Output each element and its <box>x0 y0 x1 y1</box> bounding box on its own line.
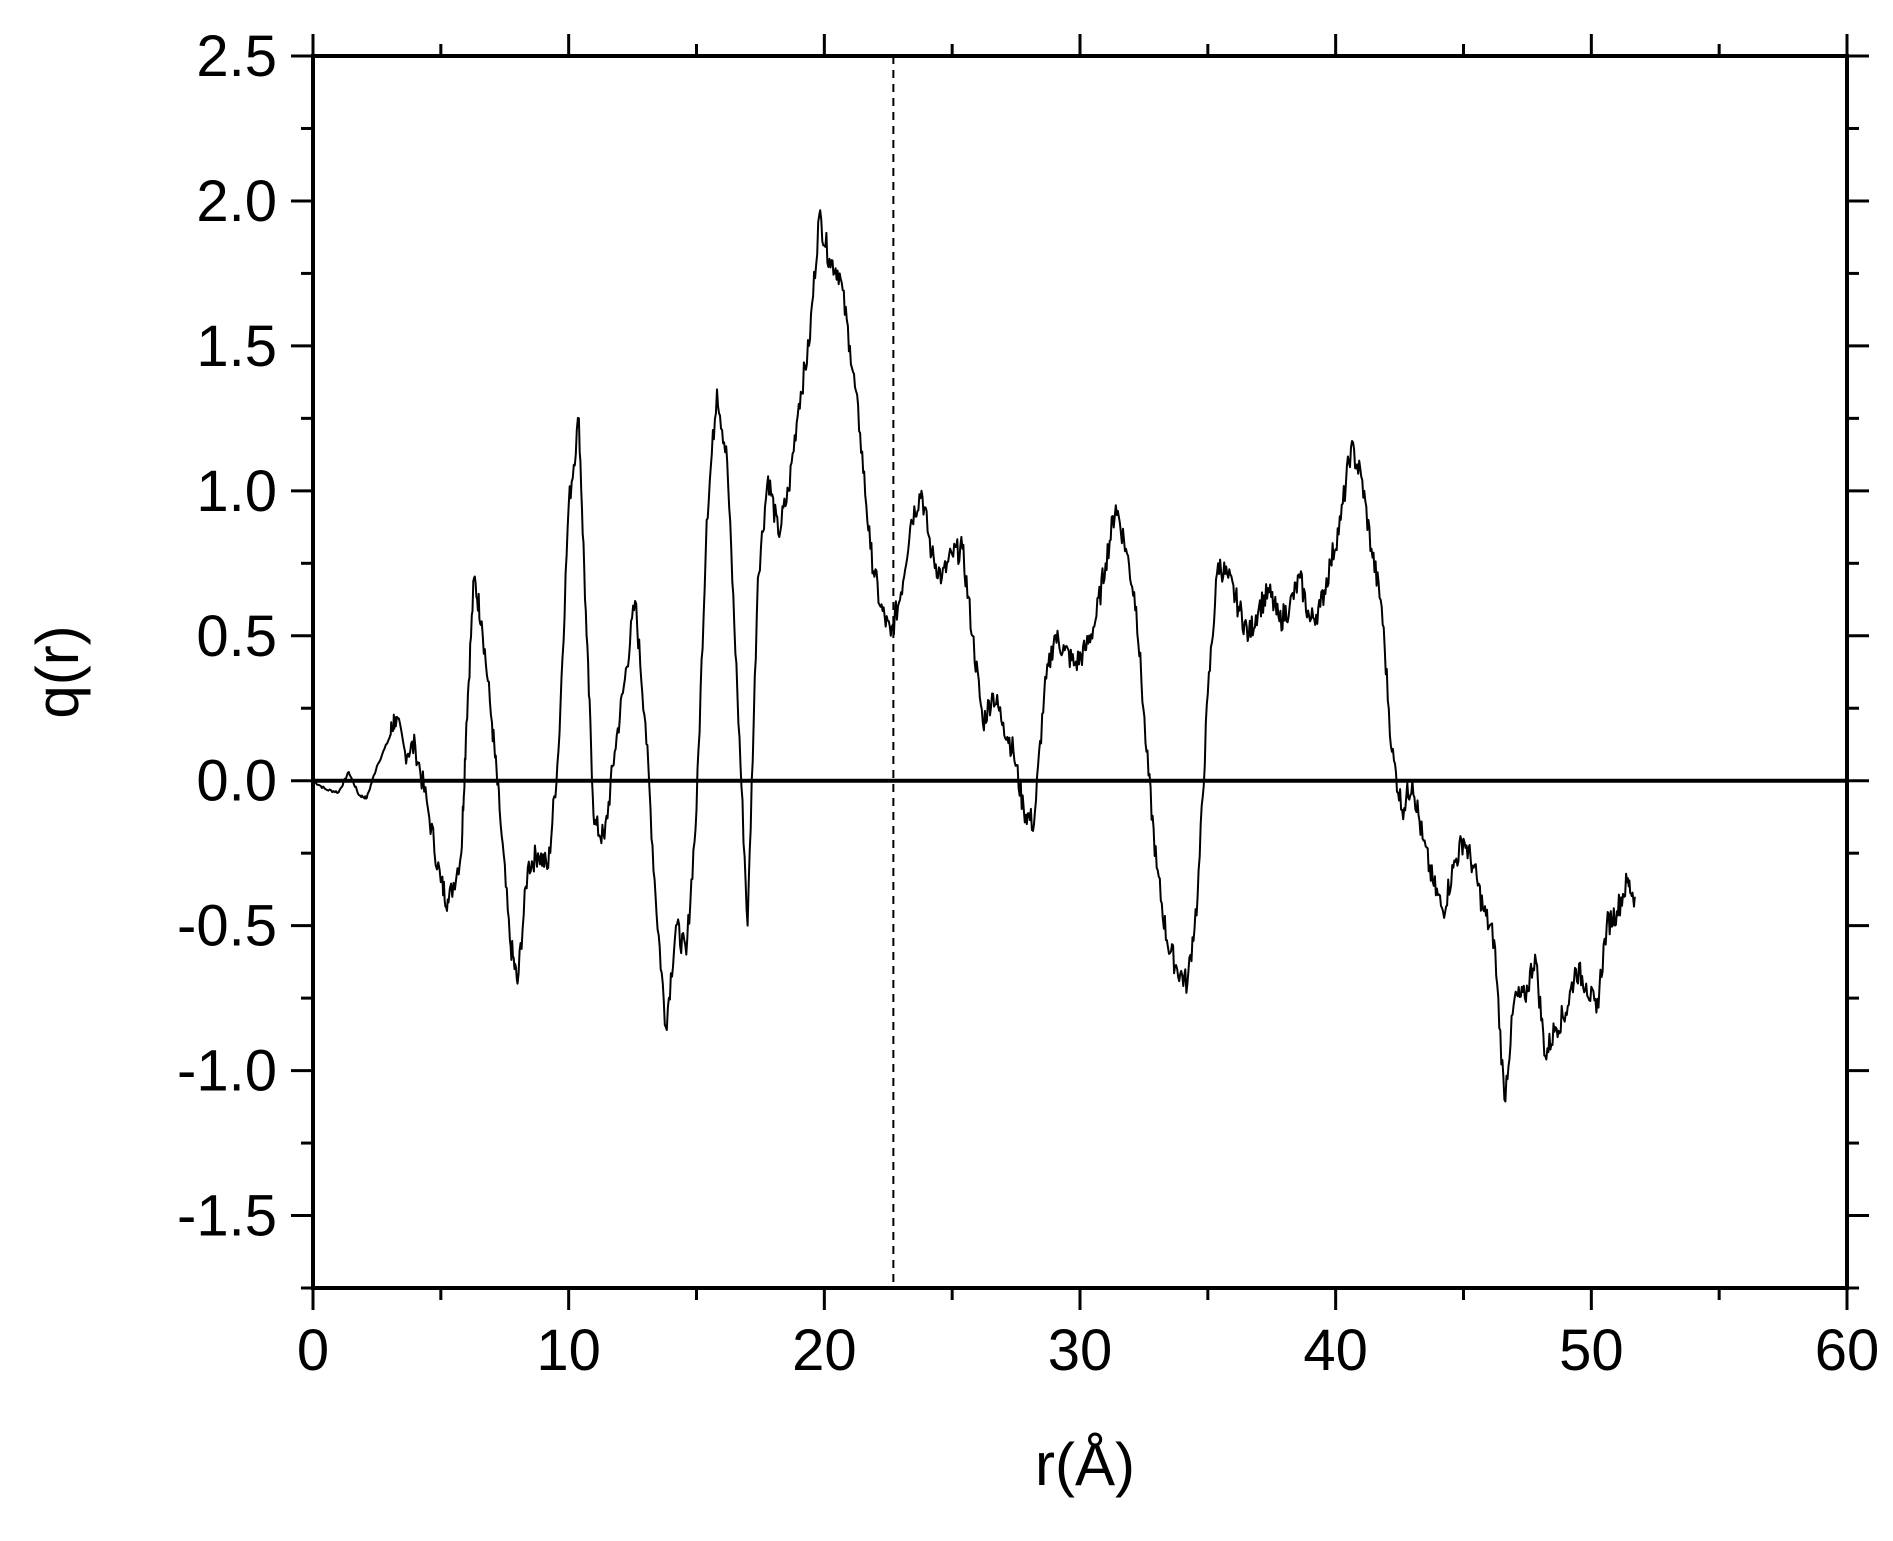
y-tick-label: -1.5 <box>177 1184 277 1249</box>
x-tick-label: 60 <box>1815 1318 1880 1383</box>
tick-labels: 0 10 20 30 40 50 60 -1.5 -1.0 -0.5 0.0 0.5 1.0 1.5 2.0… <box>177 24 1879 1383</box>
x-tick-label: 0 <box>297 1318 329 1383</box>
x-tick-label: 20 <box>792 1318 857 1383</box>
x-tick-label: 30 <box>1048 1318 1113 1383</box>
plot-frame <box>311 54 1849 1290</box>
x-tick-label: 40 <box>1303 1318 1368 1383</box>
plot-area <box>311 54 1849 1290</box>
series-group <box>312 209 1636 1103</box>
y-tick-label: 1.0 <box>196 459 277 524</box>
y-tick-label: -0.5 <box>177 894 277 959</box>
axis-ticks <box>291 34 1869 1310</box>
y-tick-label: 2.0 <box>196 169 277 234</box>
x-tick-label: 10 <box>536 1318 601 1383</box>
y-tick-label: 0.0 <box>196 749 277 814</box>
x-tick-label: 50 <box>1559 1318 1624 1383</box>
y-tick-label: 1.5 <box>196 314 277 379</box>
reference-lines <box>313 56 1847 1288</box>
y-axis-title: q(r) <box>24 625 91 718</box>
y-tick-label: 2.5 <box>196 24 277 89</box>
y-tick-label: 0.5 <box>196 604 277 669</box>
series-line <box>312 209 1636 1103</box>
x-axis-title: r(Å) <box>1035 1431 1135 1498</box>
y-tick-label: -1.0 <box>177 1039 277 1104</box>
